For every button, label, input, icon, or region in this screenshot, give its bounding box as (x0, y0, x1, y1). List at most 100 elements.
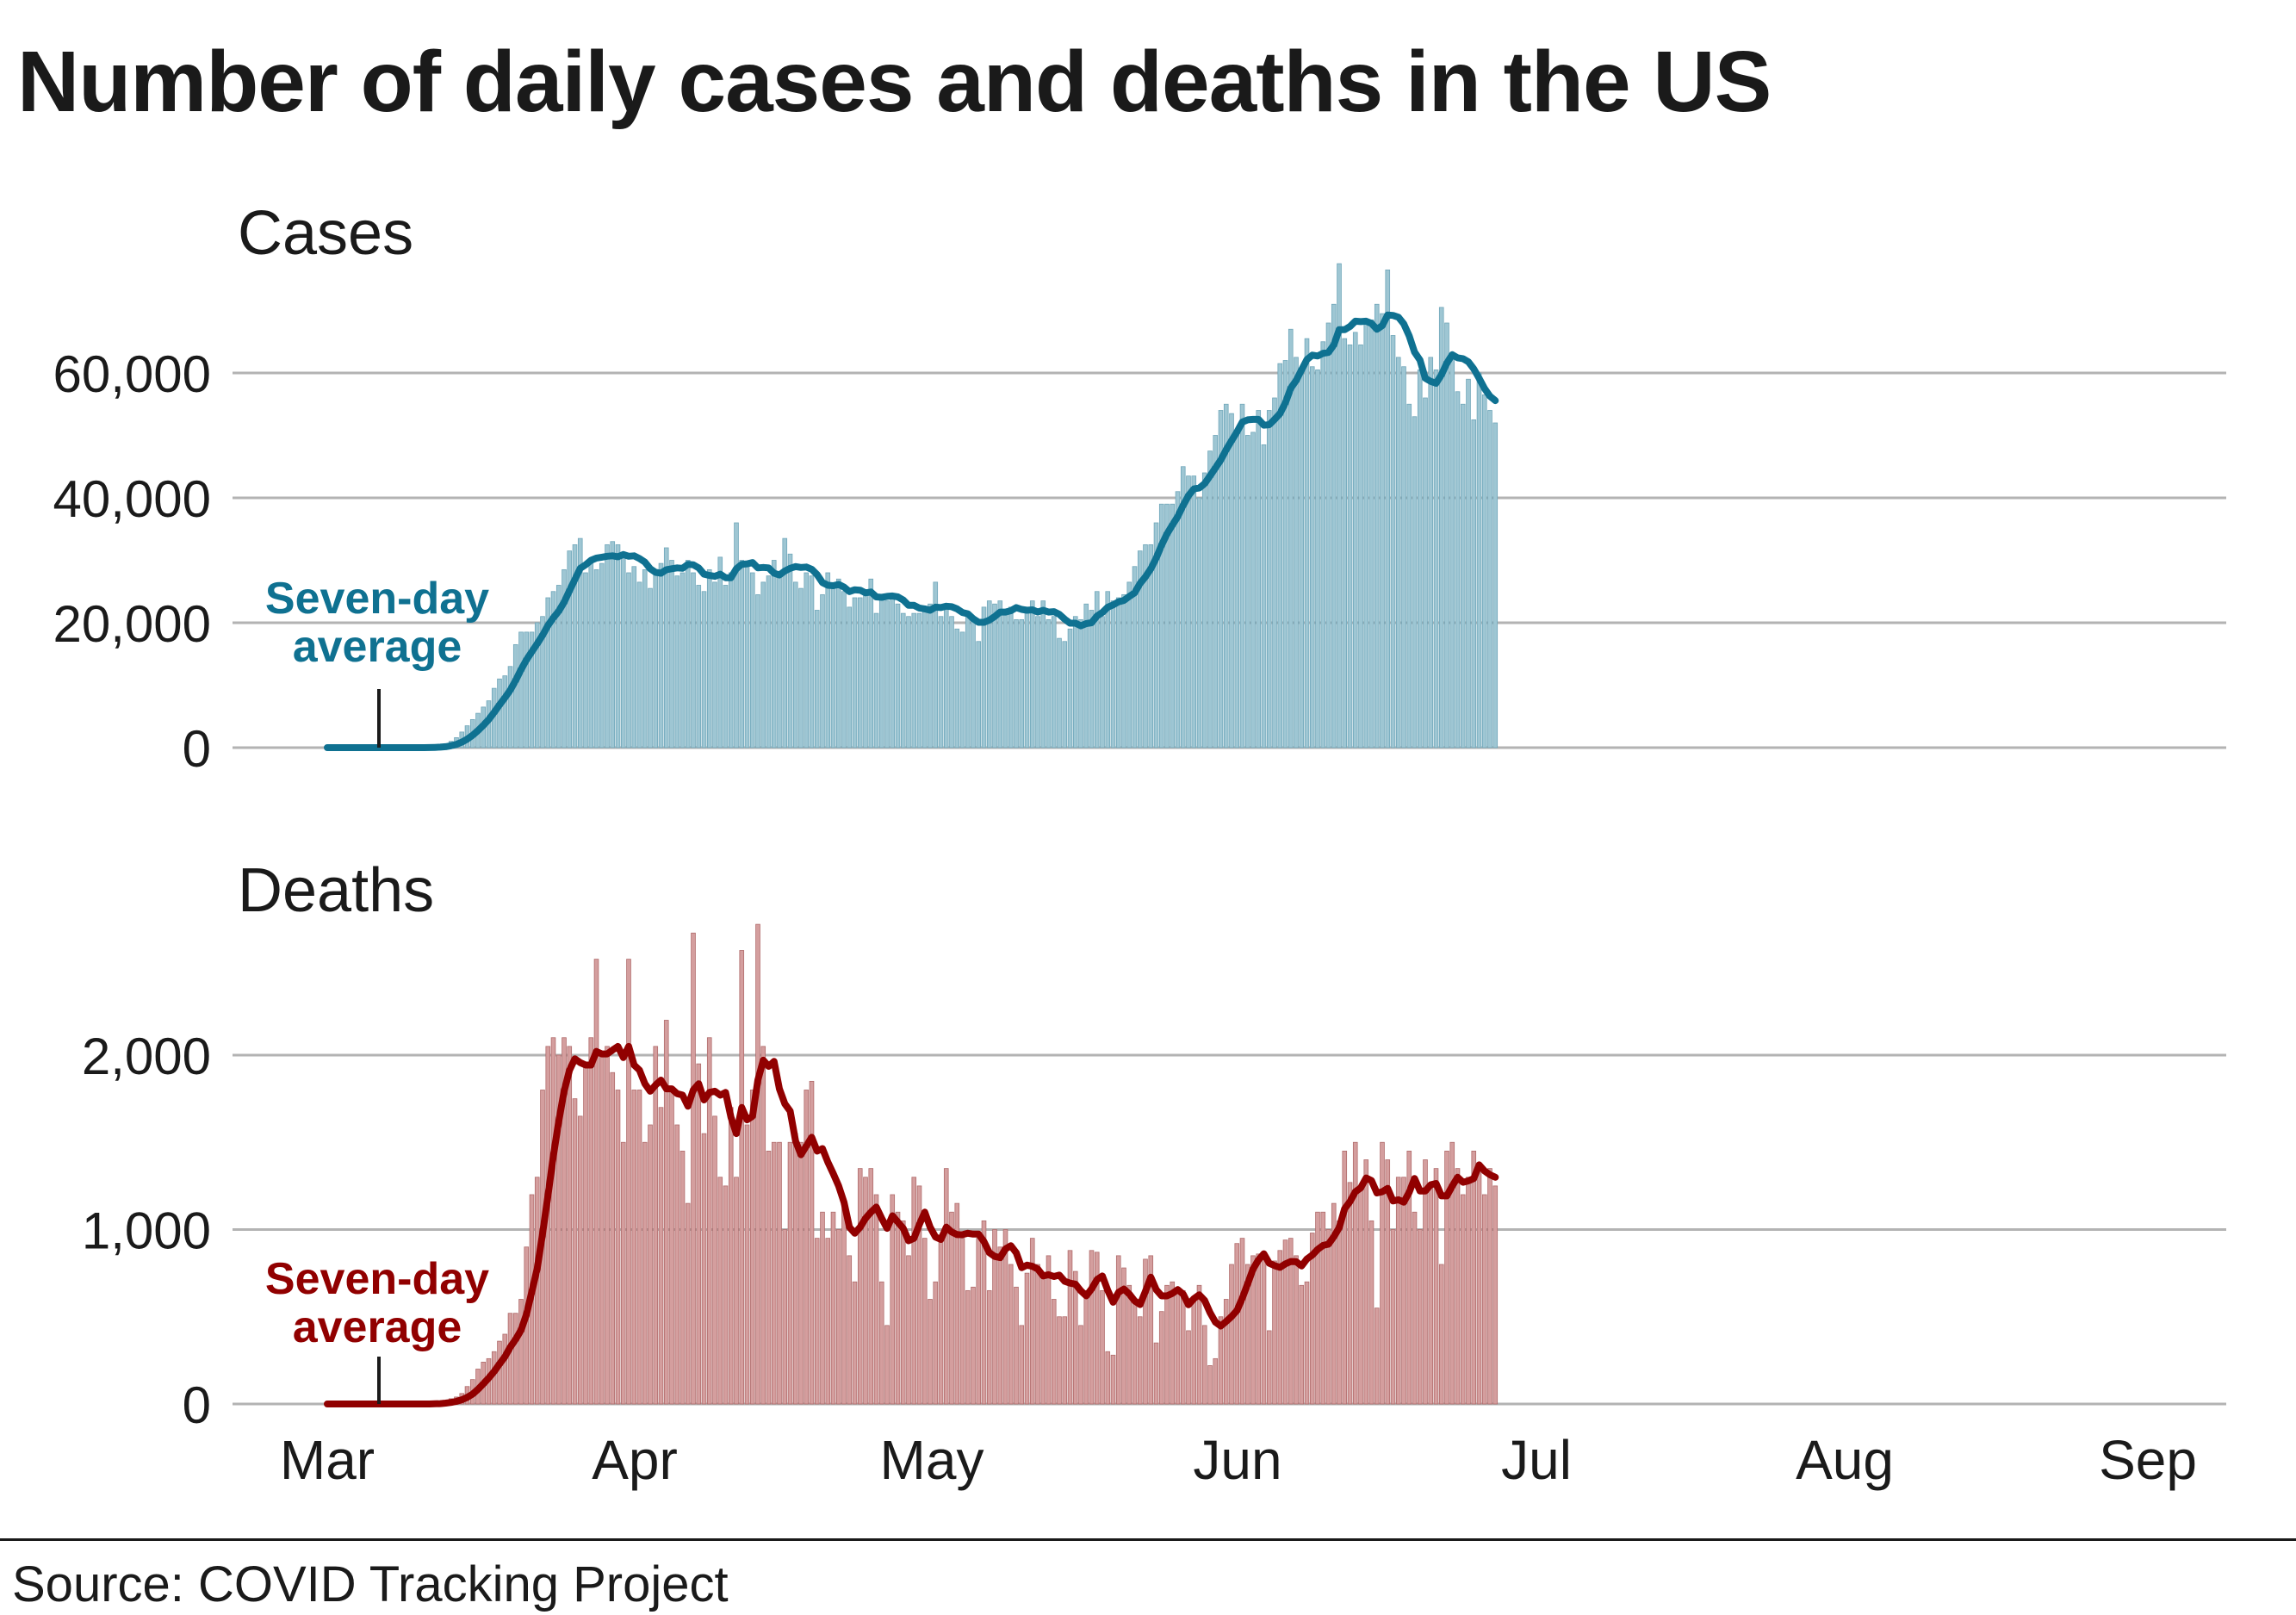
y-tick-label: 20,000 (53, 595, 211, 653)
bar (669, 1090, 674, 1405)
bar (1186, 1330, 1191, 1405)
bar (1309, 366, 1315, 748)
deaths-panel-title: Deaths (238, 856, 434, 925)
bar (771, 560, 777, 748)
bar (1040, 600, 1046, 748)
bar (1492, 1185, 1499, 1405)
seven-day-average-label: Seven-day (265, 574, 489, 624)
bar (685, 560, 691, 748)
bar (1294, 357, 1299, 748)
bar (1062, 641, 1068, 748)
bar (1266, 1330, 1272, 1405)
bar (1272, 1260, 1277, 1405)
bar (1433, 1168, 1439, 1405)
bar (583, 572, 588, 748)
bar (782, 537, 788, 748)
bar (653, 568, 659, 748)
bar (701, 591, 707, 748)
bar (1423, 397, 1428, 748)
bar (959, 1238, 965, 1405)
bar (911, 1177, 917, 1405)
bar (1062, 1316, 1068, 1405)
cases-panel-title: Cases (238, 199, 413, 268)
bar (1250, 432, 1256, 748)
bar (825, 572, 831, 748)
bar (577, 1115, 583, 1405)
bar (1304, 338, 1310, 748)
bar (593, 959, 599, 1405)
bar (1148, 1255, 1154, 1405)
bar (691, 572, 696, 748)
bar (605, 1046, 610, 1405)
bar (1331, 303, 1337, 748)
bar (916, 1185, 922, 1405)
bar (518, 1299, 524, 1405)
bar (1325, 322, 1331, 748)
bar (1406, 1150, 1412, 1405)
bar (497, 678, 502, 748)
bar (1244, 435, 1250, 748)
bar (1299, 1284, 1305, 1405)
bar (555, 585, 562, 748)
bar (777, 572, 782, 748)
bar (1347, 1182, 1353, 1405)
bar (706, 568, 712, 748)
bar (1110, 600, 1116, 748)
y-tick-label: 0 (183, 720, 211, 778)
x-tick-label: Jul (1501, 1429, 1572, 1491)
y-tick-label: 1,000 (82, 1202, 211, 1260)
bar (1094, 1252, 1100, 1405)
bar (820, 1211, 825, 1405)
source-divider (0, 1538, 2296, 1541)
chart-title: Number of daily cases and deaths in the … (17, 34, 1772, 130)
bar (943, 1168, 949, 1405)
bar (1143, 544, 1148, 748)
bar (1294, 1255, 1299, 1405)
bar (954, 628, 960, 748)
bar (1466, 1177, 1471, 1405)
bar (943, 606, 949, 748)
bar (734, 522, 739, 748)
source-note: Source: COVID Tracking Project (12, 1556, 729, 1612)
bar (971, 1286, 976, 1405)
bar (835, 1229, 841, 1405)
bar (755, 593, 760, 748)
bar (986, 1289, 992, 1405)
bar (669, 560, 674, 748)
bar (1476, 372, 1482, 748)
bar (572, 1098, 578, 1405)
bar (679, 1150, 686, 1405)
bar (663, 1020, 669, 1405)
bar (642, 1141, 648, 1405)
bar (798, 587, 804, 748)
x-tick-label: Jun (1193, 1429, 1281, 1491)
bar (1299, 369, 1305, 748)
bar (1105, 591, 1111, 748)
bar (809, 1080, 815, 1405)
bar (986, 600, 992, 748)
bar (1385, 269, 1391, 748)
bar (1170, 503, 1176, 748)
seven-day-average-label: average (293, 622, 462, 672)
bar (1126, 581, 1132, 748)
bar (1024, 606, 1030, 748)
bar (766, 1150, 772, 1405)
bar (1406, 403, 1412, 748)
bar (971, 616, 976, 748)
bar (1331, 1202, 1337, 1405)
bar (1423, 1159, 1428, 1405)
bar (605, 544, 610, 748)
bar (873, 612, 879, 748)
bar (1164, 1284, 1170, 1405)
bar (1444, 1150, 1449, 1405)
bar (674, 575, 680, 748)
bar (863, 591, 868, 748)
bar (1282, 360, 1288, 748)
bar (1014, 1286, 1019, 1405)
bar (959, 631, 965, 748)
bar (545, 597, 551, 748)
bar (1320, 1211, 1326, 1405)
bar (1320, 341, 1326, 748)
